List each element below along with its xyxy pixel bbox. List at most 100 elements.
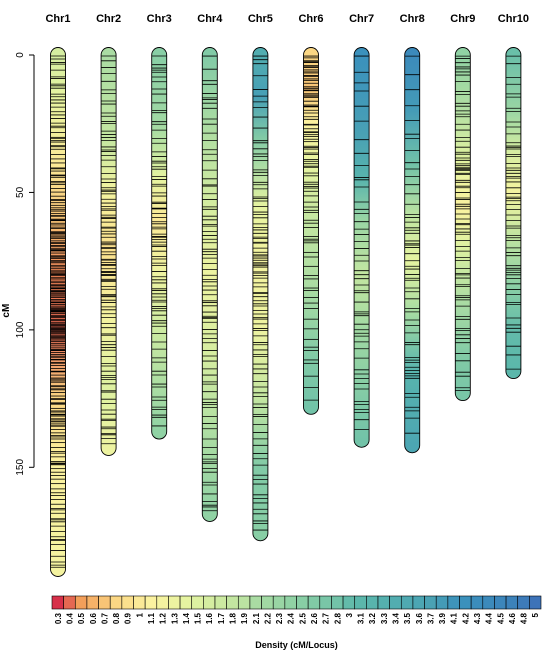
legend-swatch [400, 595, 414, 610]
chromosome-label: Chr3 [147, 13, 172, 25]
chromosome-label: Chr8 [400, 13, 425, 25]
legend-title: Density (cM/Locus) [255, 640, 338, 650]
chromosome-outline [201, 47, 218, 522]
chromosome-bar [202, 47, 218, 522]
legend-bin-label: 4.5 [496, 612, 505, 624]
legend-bin-label: 2.4 [287, 612, 296, 624]
marker-lines [151, 55, 167, 427]
chromosome-label: Chr7 [349, 13, 374, 25]
chromosome-label: Chr6 [298, 13, 323, 25]
chromosome-label: Chr9 [450, 13, 475, 25]
legend-bin-label: 3.1 [357, 612, 366, 624]
chromosome-bar [354, 47, 370, 448]
density-legend: 0.3 0.4 0.5 0.6 0.7 0.8 0.9 1 1.1 1.2 1.3 1.4 1.5 1.6… [51, 595, 542, 650]
legend-swatch [435, 595, 449, 610]
legend-swatch [109, 595, 123, 610]
legend-bin-label: 4.2 [461, 612, 470, 624]
marker-lines [455, 55, 471, 391]
chromosome-outline [252, 47, 269, 542]
y-axis-title: cM [1, 304, 12, 318]
legend-swatch [272, 595, 286, 610]
legend-swatch [98, 595, 111, 610]
y-axis: 0 50 100 150 cM [1, 52, 35, 476]
legend-swatch [168, 595, 181, 610]
legend-bin-label: 0.8 [112, 612, 121, 624]
chromosome-label: Chr5 [248, 13, 273, 25]
chromosome-chr2 [100, 47, 117, 457]
chromosome-outline [303, 47, 319, 415]
legend-swatch [51, 595, 64, 610]
chromosome-label: Chr10 [498, 13, 529, 25]
marker-lines [354, 55, 370, 430]
legend-swatch [156, 595, 169, 610]
legend-swatch [459, 595, 472, 610]
chromosome-chr3 [151, 47, 168, 440]
legend-bin-label: 1.2 [159, 612, 168, 624]
chromosomes-layer: Chr1 Chr2 Chr3 Chr4 Chr5 Chr6 Chr7 Chr8 Chr9 Chr1… [45, 13, 529, 577]
legend-bin-label: 1.7 [217, 612, 226, 624]
legend-swatch [412, 595, 425, 610]
legend-swatch [133, 595, 146, 610]
legend-bin-label: 1.4 [182, 612, 191, 624]
legend-swatch [389, 595, 402, 610]
legend-bin-label: 4.6 [508, 612, 517, 624]
legend-bin-label: 3.4 [391, 612, 400, 624]
marker-lines [404, 55, 420, 434]
chromosome-label: Chr1 [45, 13, 70, 25]
chromosome-bar [252, 47, 268, 541]
legend-swatch [342, 595, 356, 610]
legend-swatch [237, 595, 251, 610]
legend-swatch [377, 595, 390, 610]
chromosome-bar [151, 47, 167, 440]
chromosome-chr5 [252, 47, 269, 542]
marker-lines [505, 55, 521, 370]
legend-bin-label: 1.8 [228, 612, 237, 624]
chromosome-bar [455, 47, 471, 401]
legend-swatch [307, 595, 321, 610]
legend-bin-label: 1 [135, 612, 144, 617]
legend-bin-label: 1.6 [205, 612, 214, 624]
chromosome-outline [404, 47, 421, 454]
legend-bin-label: 4.1 [450, 612, 459, 624]
chromosome-bar [404, 47, 420, 453]
legend-bin-label: 2.2 [263, 612, 272, 624]
chromosome-chr1 [50, 47, 66, 577]
chromosome-chr4 [201, 47, 218, 522]
legend-bin-label: 0.5 [77, 612, 86, 624]
legend-swatch [517, 595, 530, 610]
legend-swatch [191, 595, 204, 610]
legend-swatch [296, 595, 309, 610]
legend-swatch [494, 595, 507, 610]
legend-bin-label: 2.6 [310, 612, 319, 624]
chromosome-chr8 [404, 47, 421, 454]
marker-lines [50, 55, 66, 568]
y-tick-label: 50 [15, 186, 26, 198]
legend-swatch [121, 595, 134, 610]
legend-bin-label: 1.3 [170, 612, 179, 624]
legend-swatch [284, 595, 297, 610]
y-tick-label: 150 [15, 459, 26, 476]
chromosome-outline [50, 47, 66, 577]
chromosome-chr10 [505, 47, 522, 380]
legend-bin-label: 3.5 [403, 612, 412, 624]
chromosome-label: Chr4 [197, 13, 223, 25]
legend-swatch [424, 595, 437, 610]
chromosome-chr9 [454, 47, 471, 402]
legend-bin-label: 0.9 [124, 612, 133, 624]
chromosome-outline [353, 47, 370, 448]
legend-swatch [214, 595, 227, 610]
legend-bin-label: 0.4 [65, 612, 74, 624]
chromosome-outline [505, 47, 522, 380]
marker-lines [252, 55, 268, 531]
legend-bin-label: 2.8 [333, 612, 342, 624]
legend-bin-label: 0.7 [100, 612, 109, 624]
y-tick-label: 100 [15, 321, 26, 338]
legend-bin-label: 0.3 [54, 612, 63, 624]
legend-bin-label: 3.3 [380, 612, 389, 624]
legend-swatch [505, 595, 519, 610]
legend-bin-label: 2.5 [298, 612, 307, 624]
legend-swatch [226, 595, 239, 610]
legend-swatch [249, 595, 262, 610]
legend-swatch [470, 595, 484, 610]
legend-bin-label: 2.7 [322, 612, 331, 624]
